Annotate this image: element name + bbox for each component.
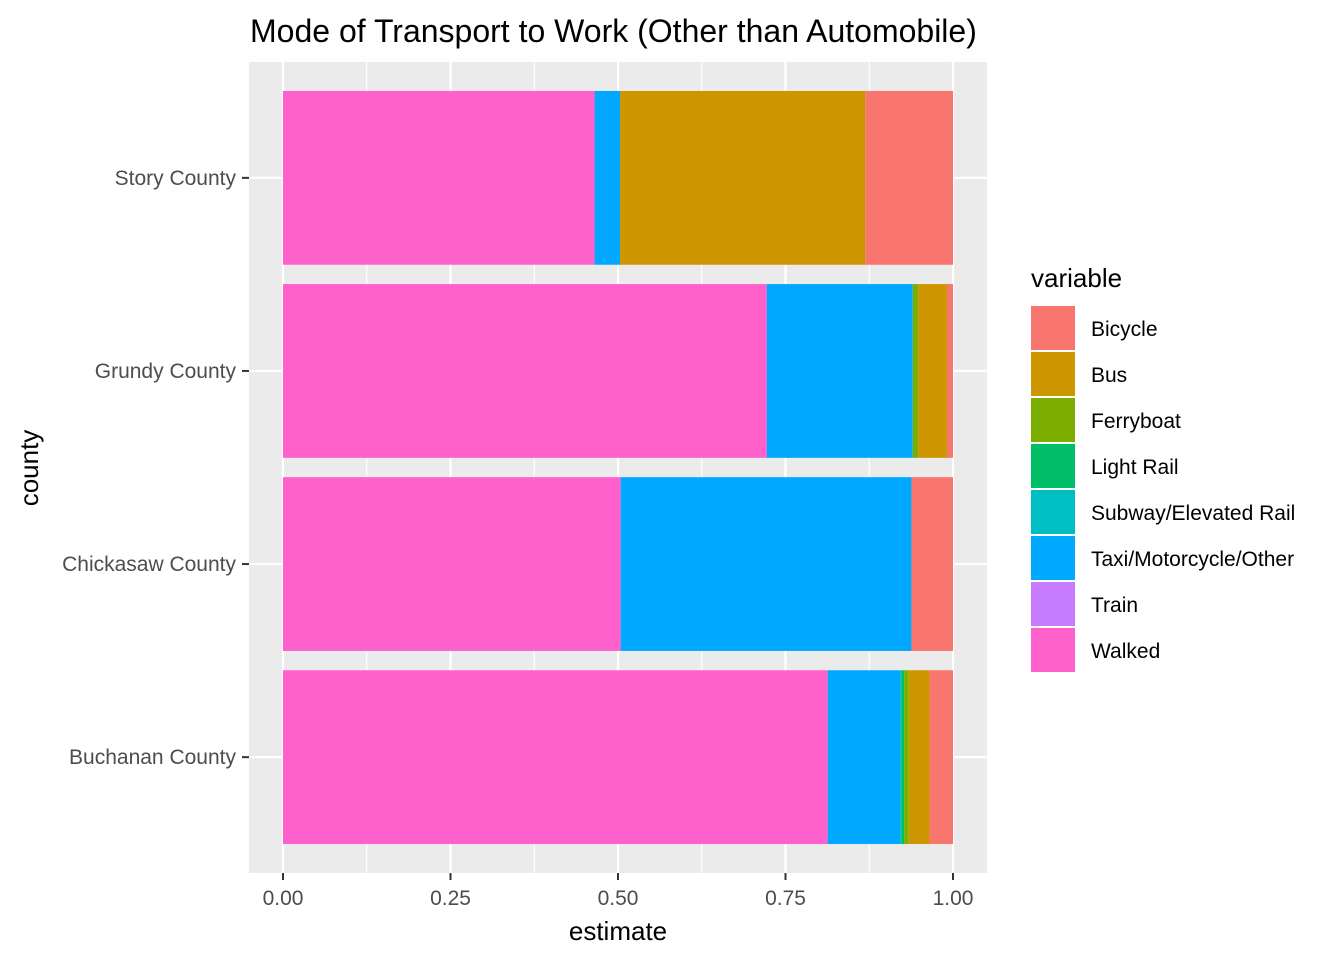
bar-chickasaw-county-bicycle [911,477,953,651]
x-tick-label: 1.00 [933,887,974,910]
x-tick-label: 0.50 [598,887,639,910]
legend-label-ferryboat: Ferryboat [1091,410,1181,433]
legend-key-light-rail [1031,444,1075,488]
x-axis: 0.00 0.25 0.50 0.75 1.00 [263,873,974,910]
bar-story-county-bicycle [865,90,953,265]
x-tick-label: 0.75 [765,887,806,910]
bar-grundy-county-walked [283,284,767,458]
legend-key-bicycle [1031,306,1075,350]
legend-label-bicycle: Bicycle [1091,318,1158,341]
bar-chickasaw-county-taxi-motorcycle-other [620,477,912,651]
legend: variable Bicycle Bus Ferryboat Light Rail Su… [1031,263,1295,672]
bar-buchanan-county-subway-elevated-rail [900,670,902,845]
bar-chickasaw-county-walked [283,477,621,651]
bar-story-county-walked [283,90,595,265]
y-tick-label: Story County [115,167,237,190]
bar-buchanan-county-walked [283,670,828,845]
x-axis-title: estimate [569,916,667,946]
legend-key-ferryboat [1031,398,1075,442]
legend-label-walked: Walked [1091,640,1160,663]
y-axis-title: county [14,430,44,507]
bar-buchanan-county-taxi-motorcycle-other [827,670,901,845]
bar-buchanan-county-light-rail [901,670,905,845]
legend-label-train: Train [1091,594,1138,617]
bar-story-county-taxi-motorcycle-other [594,90,621,265]
legend-label-light-rail: Light Rail [1091,456,1179,479]
y-tick-label: Grundy County [95,360,237,383]
x-tick-label: 0.00 [263,887,304,910]
bars [283,90,953,845]
chart-title: Mode of Transport to Work (Other than Au… [250,13,977,49]
legend-key-subway-elevated-rail [1031,490,1075,534]
legend-title: variable [1031,263,1122,293]
bar-grundy-county-ferryboat [912,284,919,458]
legend-label-bus: Bus [1091,364,1127,387]
bar-story-county-bus [620,90,866,265]
legend-key-train [1031,582,1075,626]
y-tick-label: Buchanan County [69,746,236,769]
y-axis: Buchanan County Chickasaw County Grundy Co… [62,167,249,769]
legend-key-bus [1031,352,1075,396]
y-tick-label: Chickasaw County [62,553,236,576]
legend-key-taxi-motorcycle-other [1031,536,1075,580]
bar-grundy-county-bicycle [946,284,953,458]
bar-grundy-county-taxi-motorcycle-other [766,284,913,458]
legend-label-subway-elevated-rail: Subway/Elevated Rail [1091,502,1295,525]
legend-key-walked [1031,628,1075,672]
x-tick-label: 0.25 [430,887,471,910]
bar-buchanan-county-bus [908,670,930,845]
bar-buchanan-county-bicycle [929,670,953,845]
bar-grundy-county-bus [918,284,947,458]
bar-buchanan-county-ferryboat [904,670,909,845]
legend-label-taxi-motorcycle-other: Taxi/Motorcycle/Other [1091,548,1294,571]
